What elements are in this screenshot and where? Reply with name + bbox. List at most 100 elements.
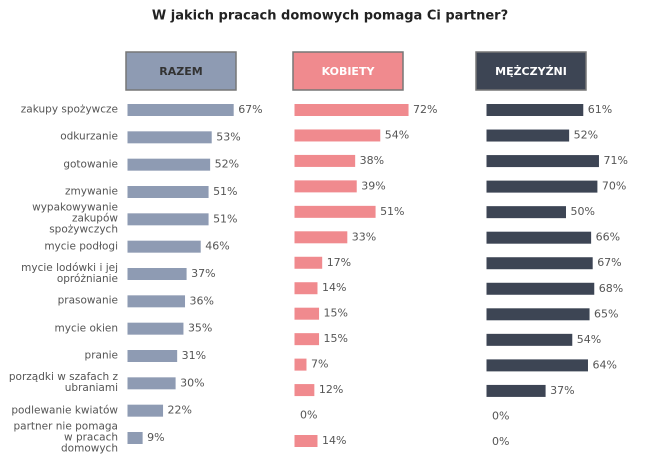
- panel-title: MĘŻCZYŹNI: [495, 64, 567, 78]
- value-label: 39%: [361, 179, 385, 192]
- bar: [294, 256, 323, 269]
- panel-header: [475, 51, 587, 91]
- value-label: 33%: [352, 230, 376, 243]
- panel-title: KOBIETY: [322, 65, 376, 78]
- bar: [486, 180, 598, 193]
- bar: [294, 205, 376, 218]
- bar: [486, 257, 593, 270]
- category-label: odkurzanie: [60, 130, 118, 143]
- bar: [127, 104, 234, 116]
- value-label: 17%: [327, 256, 351, 269]
- bar: [294, 307, 320, 320]
- value-label: 15%: [324, 332, 348, 345]
- panel-title: RAZEM: [159, 65, 202, 78]
- bar: [486, 104, 584, 116]
- bar: [294, 231, 348, 244]
- bar: [127, 186, 209, 198]
- bar: [486, 359, 588, 372]
- bar: [127, 377, 176, 390]
- value-label: 65%: [594, 307, 618, 320]
- bar: [486, 155, 599, 168]
- value-label: 68%: [599, 282, 623, 295]
- panel-header: [292, 51, 404, 91]
- value-label: 50%: [571, 205, 595, 218]
- bar: [486, 231, 592, 244]
- value-label: 67%: [597, 256, 621, 269]
- value-label: 52%: [215, 158, 239, 171]
- value-label: 9%: [147, 431, 164, 444]
- category-label: wypakowywanie zakupów spożywczych: [32, 201, 118, 236]
- value-label: 71%: [603, 154, 627, 167]
- value-label: 12%: [319, 383, 343, 396]
- bar: [294, 129, 381, 142]
- value-label: 14%: [322, 434, 346, 447]
- value-label: 51%: [213, 185, 237, 198]
- bar: [294, 180, 357, 193]
- value-label: 64%: [592, 358, 616, 371]
- bar: [127, 213, 209, 226]
- category-label: mycie lodówki i jej opróżnianie: [21, 262, 118, 285]
- value-label: 51%: [380, 205, 404, 218]
- value-label: 0%: [300, 409, 317, 422]
- value-label: 36%: [190, 294, 214, 307]
- category-label: mycie okien: [54, 322, 118, 335]
- value-label: 22%: [168, 404, 192, 417]
- category-label: podlewanie kwiatów: [11, 404, 118, 417]
- bar: [294, 154, 356, 167]
- value-label: 54%: [385, 128, 409, 141]
- value-label: 70%: [602, 180, 626, 193]
- bar: [486, 384, 546, 397]
- bar: [294, 384, 315, 397]
- value-label: 14%: [322, 281, 346, 294]
- value-label: 51%: [213, 212, 237, 225]
- bar: [486, 282, 595, 295]
- value-label: 52%: [574, 129, 598, 142]
- bar: [294, 282, 318, 295]
- bar: [127, 295, 186, 308]
- bar: [486, 333, 573, 346]
- value-label: 30%: [180, 376, 204, 389]
- bar: [486, 206, 566, 219]
- category-label: gotowanie: [63, 158, 118, 171]
- value-label: 37%: [550, 384, 574, 397]
- bar: [127, 432, 143, 444]
- chart-title: W jakich pracach domowych pomaga Ci part…: [152, 9, 508, 24]
- bar: [294, 333, 320, 346]
- value-label: 46%: [205, 240, 229, 253]
- value-label: 0%: [492, 409, 509, 422]
- category-label: zmywanie: [64, 185, 118, 198]
- bar: [486, 308, 590, 321]
- value-label: 66%: [596, 231, 620, 244]
- category-label: prasowanie: [57, 294, 118, 307]
- category-label: partner nie pomaga w pracach domowych: [13, 420, 118, 455]
- value-label: 31%: [182, 349, 206, 362]
- category-label: zakupy spożywcze: [20, 103, 118, 116]
- value-label: 38%: [360, 154, 384, 167]
- category-label: pranie: [84, 349, 118, 362]
- value-label: 15%: [324, 307, 348, 320]
- bar: [294, 435, 318, 447]
- value-label: 54%: [577, 333, 601, 346]
- bar: [127, 131, 212, 144]
- bar: [127, 350, 178, 362]
- value-label: 72%: [413, 103, 437, 116]
- value-label: 37%: [191, 267, 215, 280]
- category-label: porządki w szafach z ubraniami: [8, 371, 118, 395]
- value-label: 61%: [588, 103, 612, 116]
- bar: [127, 158, 211, 171]
- value-label: 7%: [311, 358, 328, 371]
- value-label: 53%: [216, 130, 240, 143]
- bar: [127, 404, 164, 417]
- bar: [127, 240, 201, 253]
- bar: [294, 358, 307, 371]
- bar: [127, 268, 187, 280]
- panel-header: [125, 51, 237, 91]
- category-label: mycie podłogi: [44, 240, 118, 253]
- bar: [486, 129, 570, 142]
- value-label: 67%: [238, 103, 262, 116]
- bar: [294, 104, 409, 116]
- bar: [127, 322, 184, 335]
- value-label: 35%: [188, 322, 212, 335]
